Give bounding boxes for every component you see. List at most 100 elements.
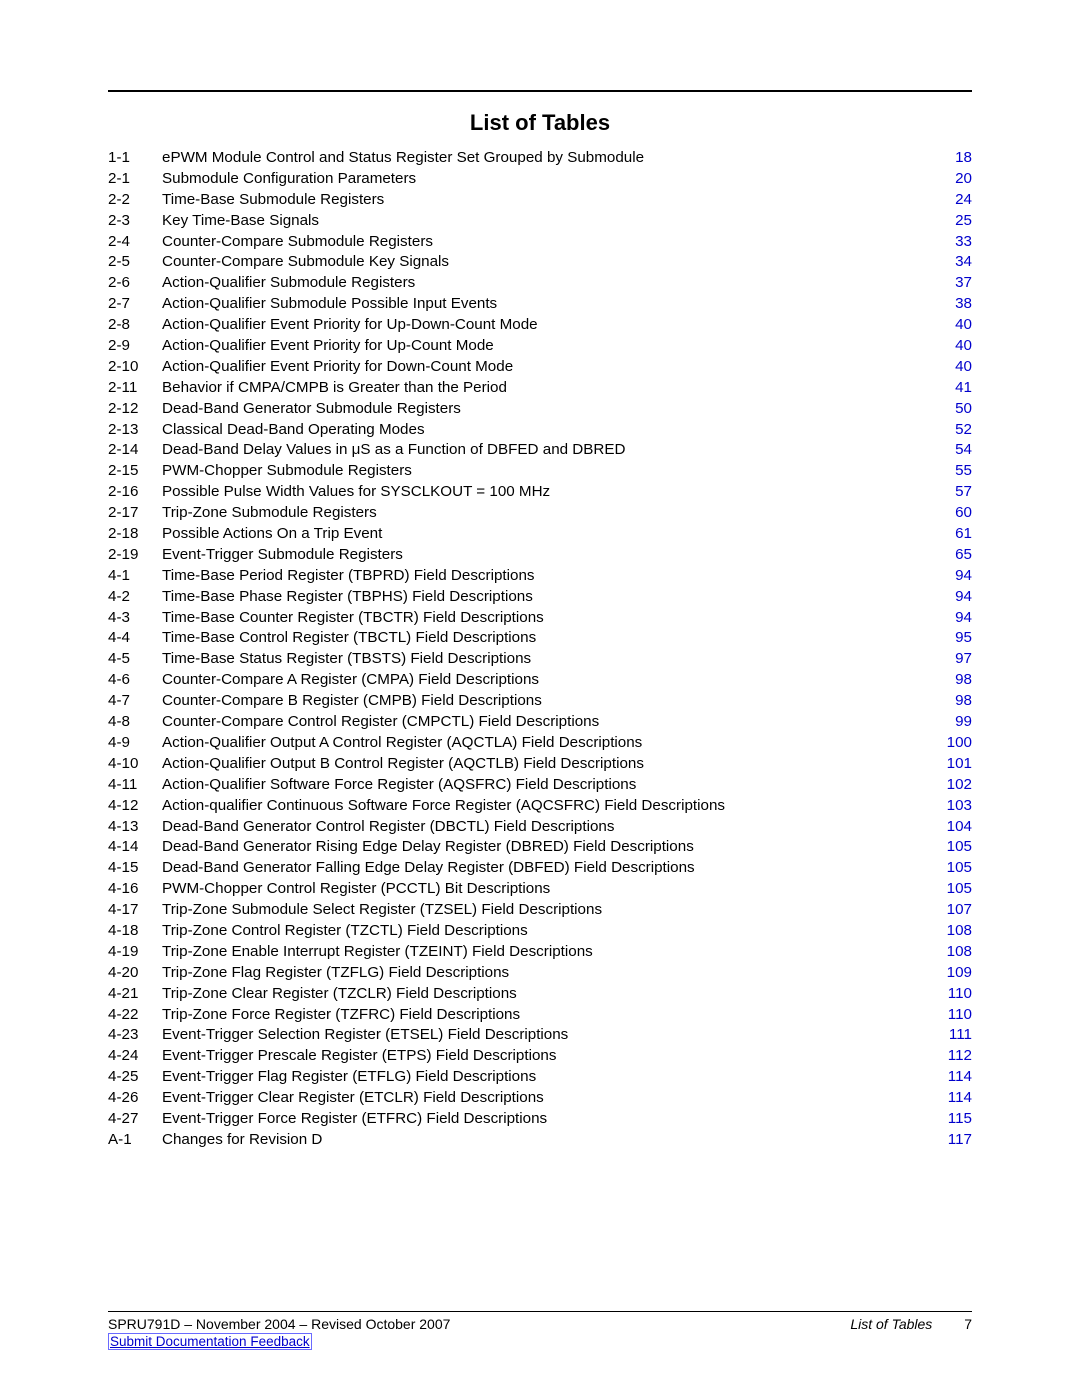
toc-page-link[interactable]: 38: [955, 295, 972, 312]
toc-number: 2-3: [108, 213, 162, 228]
footer-feedback: Submit Documentation Feedback: [108, 1334, 972, 1349]
toc-title: Action-Qualifier Event Priority for Down…: [162, 359, 513, 374]
toc-page-link[interactable]: 40: [955, 337, 972, 354]
toc-page-link[interactable]: 99: [955, 713, 972, 730]
toc-page-link[interactable]: 98: [955, 692, 972, 709]
toc-number: 4-10: [108, 756, 162, 771]
toc-number: 2-2: [108, 192, 162, 207]
toc-title: Action-Qualifier Submodule Registers: [162, 275, 415, 290]
toc-page: 54: [928, 442, 972, 457]
toc-row: 4-26Event-Trigger Clear Register (ETCLR)…: [108, 1090, 972, 1105]
toc-page-link[interactable]: 40: [955, 316, 972, 333]
toc-page: 57: [928, 484, 972, 499]
toc-page-link[interactable]: 105: [947, 838, 972, 855]
toc-number: 4-19: [108, 944, 162, 959]
toc-title: Trip-Zone Flag Register (TZFLG) Field De…: [162, 965, 509, 980]
toc-row: 2-1Submodule Configuration Parameters20: [108, 171, 972, 186]
toc-number: 4-12: [108, 798, 162, 813]
toc-page-link[interactable]: 50: [955, 400, 972, 417]
toc-page-link[interactable]: 104: [947, 818, 972, 835]
toc-page-link[interactable]: 94: [955, 609, 972, 626]
toc-page-link[interactable]: 94: [955, 567, 972, 584]
toc-number: 4-15: [108, 860, 162, 875]
toc-page-link[interactable]: 60: [955, 504, 972, 521]
toc-page-link[interactable]: 100: [947, 734, 972, 751]
toc-page-link[interactable]: 98: [955, 671, 972, 688]
toc-page-link[interactable]: 65: [955, 546, 972, 563]
toc-number: 2-19: [108, 547, 162, 562]
toc-number: 4-21: [108, 986, 162, 1001]
toc-page-link[interactable]: 102: [947, 776, 972, 793]
toc-number: 4-11: [108, 777, 162, 792]
toc-page: 103: [928, 798, 972, 813]
toc-page-link[interactable]: 34: [955, 253, 972, 270]
toc-row: 4-24Event-Trigger Prescale Register (ETP…: [108, 1048, 972, 1063]
toc-page: 114: [928, 1090, 972, 1105]
toc-page: 107: [928, 902, 972, 917]
toc-page-link[interactable]: 109: [947, 964, 972, 981]
toc-page-link[interactable]: 107: [947, 901, 972, 918]
toc-number: 2-6: [108, 275, 162, 290]
toc-page-link[interactable]: 115: [948, 1110, 972, 1127]
toc-row: 2-4Counter-Compare Submodule Registers 3…: [108, 234, 972, 249]
toc-page-link[interactable]: 25: [955, 212, 972, 229]
toc-page-link[interactable]: 103: [947, 797, 972, 814]
toc-number: 2-10: [108, 359, 162, 374]
toc-page-link[interactable]: 54: [955, 441, 972, 458]
toc-title: Counter-Compare B Register (CMPB) Field …: [162, 693, 542, 708]
toc-page-link[interactable]: 94: [955, 588, 972, 605]
toc-page-link[interactable]: 108: [947, 943, 972, 960]
toc-page-link[interactable]: 57: [955, 483, 972, 500]
toc-page-link[interactable]: 40: [955, 358, 972, 375]
toc-page-link[interactable]: 105: [947, 859, 972, 876]
toc-row: 4-27Event-Trigger Force Register (ETFRC)…: [108, 1111, 972, 1126]
toc-title: Trip-Zone Submodule Select Register (TZS…: [162, 902, 602, 917]
toc-number: 1-1: [108, 150, 162, 165]
toc-page-link[interactable]: 105: [947, 880, 972, 897]
toc-page-link[interactable]: 110: [948, 985, 972, 1002]
toc-page: 109: [928, 965, 972, 980]
feedback-link[interactable]: Submit Documentation Feedback: [108, 1333, 312, 1350]
toc-page-link[interactable]: 55: [955, 462, 972, 479]
toc-page-link[interactable]: 117: [948, 1131, 972, 1148]
toc-page-link[interactable]: 37: [955, 274, 972, 291]
toc-page-link[interactable]: 95: [955, 629, 972, 646]
toc-row: 2-3Key Time-Base Signals 25: [108, 213, 972, 228]
toc-page-link[interactable]: 114: [948, 1089, 972, 1106]
toc-page-link[interactable]: 110: [948, 1006, 972, 1023]
footer-line: SPRU791D – November 2004 – Revised Octob…: [108, 1316, 972, 1332]
toc-page-link[interactable]: 41: [955, 379, 972, 396]
toc-title: Time-Base Control Register (TBCTL) Field…: [162, 630, 536, 645]
toc-title: Action-Qualifier Event Priority for Up-C…: [162, 338, 494, 353]
toc-page-link[interactable]: 33: [955, 233, 972, 250]
toc-row: 2-10Action-Qualifier Event Priority for …: [108, 359, 972, 374]
toc-row: 4-2Time-Base Phase Register (TBPHS) Fiel…: [108, 589, 972, 604]
toc-row: 4-22Trip-Zone Force Register (TZFRC) Fie…: [108, 1007, 972, 1022]
toc-row: 2-19Event-Trigger Submodule Registers 65: [108, 547, 972, 562]
toc-page: 99: [928, 714, 972, 729]
toc-page-link[interactable]: 112: [948, 1047, 972, 1064]
toc-page: 101: [928, 756, 972, 771]
toc-page-link[interactable]: 114: [948, 1068, 972, 1085]
toc-title: Event-Trigger Selection Register (ETSEL)…: [162, 1027, 568, 1042]
toc-page-link[interactable]: 52: [955, 421, 972, 438]
toc-page-link[interactable]: 97: [955, 650, 972, 667]
toc-title: Trip-Zone Enable Interrupt Register (TZE…: [162, 944, 593, 959]
toc-page-link[interactable]: 20: [955, 170, 972, 187]
toc-title: Action-Qualifier Output A Control Regist…: [162, 735, 642, 750]
toc-title: Counter-Compare Control Register (CMPCTL…: [162, 714, 599, 729]
toc-page: 20: [928, 171, 972, 186]
toc-page: 24: [928, 192, 972, 207]
toc-page-link[interactable]: 61: [955, 525, 972, 542]
toc-page-link[interactable]: 108: [947, 922, 972, 939]
footer-doc-id: SPRU791D – November 2004 – Revised Octob…: [108, 1316, 450, 1332]
toc-page-link[interactable]: 24: [955, 191, 972, 208]
toc-page: 61: [928, 526, 972, 541]
toc-title: Time-Base Counter Register (TBCTR) Field…: [162, 610, 544, 625]
toc-title: PWM-Chopper Submodule Registers: [162, 463, 412, 478]
toc-title: Key Time-Base Signals: [162, 213, 319, 228]
toc-number: 4-5: [108, 651, 162, 666]
toc-page-link[interactable]: 111: [949, 1026, 972, 1043]
toc-page-link[interactable]: 101: [947, 755, 972, 772]
toc-page-link[interactable]: 18: [955, 149, 972, 166]
